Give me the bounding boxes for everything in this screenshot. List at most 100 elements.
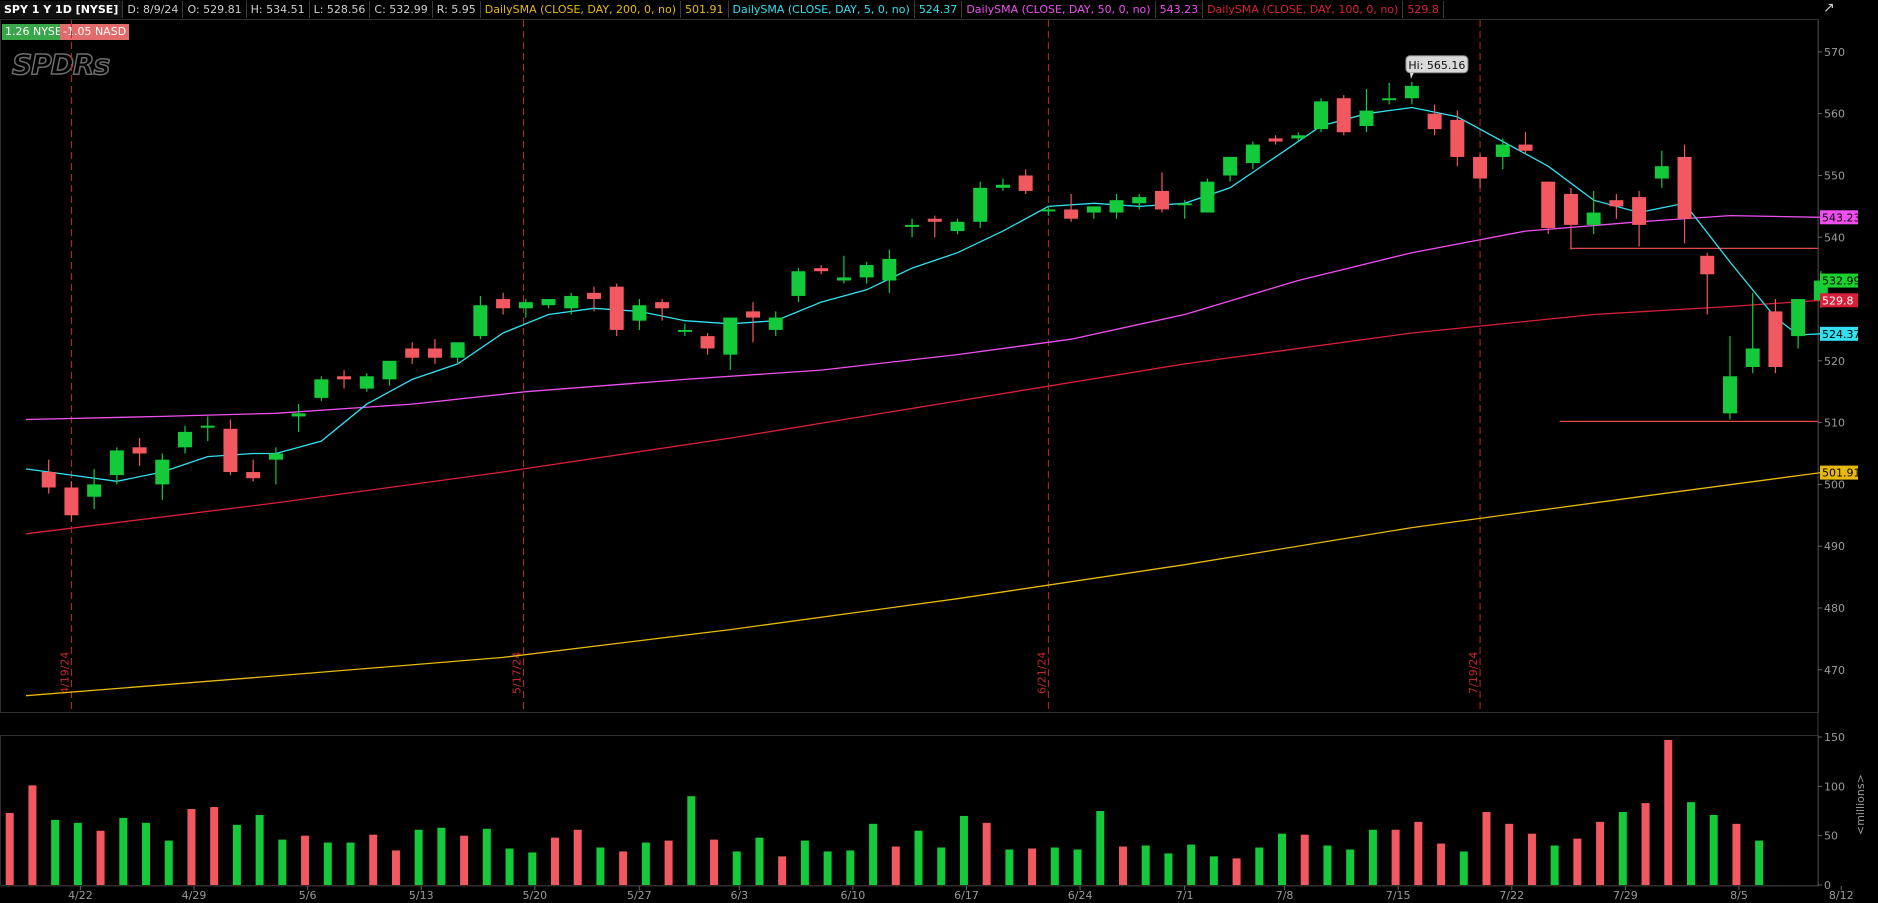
x-tick-label: 5/27 bbox=[627, 889, 652, 902]
x-tick-label: 4/29 bbox=[182, 889, 207, 902]
price-label-text: 532.99 bbox=[1822, 275, 1861, 288]
menu-arrow-icon[interactable]: ↗ bbox=[1823, 0, 1835, 16]
candle-body bbox=[723, 317, 738, 355]
nasd-tick-badge: -1.05 NASD bbox=[60, 24, 130, 40]
volume-plot-frame bbox=[0, 735, 1819, 886]
volume-bar bbox=[1505, 823, 1514, 885]
volume-bar bbox=[1482, 811, 1491, 885]
volume-bar bbox=[73, 822, 82, 885]
price-tick-label: 520 bbox=[1824, 355, 1845, 368]
candle-body bbox=[1541, 181, 1556, 228]
high-annotation-box bbox=[1405, 55, 1469, 74]
symbol-label[interactable]: SPY 1 Y 1D [NYSE] bbox=[0, 1, 124, 18]
volume-bar bbox=[1664, 739, 1673, 885]
volume-bar bbox=[1414, 821, 1423, 885]
sma50-line bbox=[25, 214, 1821, 421]
volume-bar bbox=[1255, 847, 1264, 885]
x-tick-label: 6/10 bbox=[841, 889, 866, 902]
candle-body bbox=[1404, 85, 1419, 99]
volume-bar bbox=[1686, 802, 1695, 885]
price-label-text: 501.91 bbox=[1822, 467, 1861, 480]
price-tick-label: 560 bbox=[1824, 108, 1845, 121]
candle-body bbox=[995, 184, 1010, 188]
candle-body bbox=[132, 447, 147, 454]
candle-body bbox=[268, 453, 283, 460]
volume-header-band bbox=[0, 716, 1818, 737]
candle-body bbox=[200, 425, 215, 428]
x-tick-label: 8/5 bbox=[1730, 889, 1748, 902]
volume-bar bbox=[1232, 858, 1241, 885]
volume-bar bbox=[619, 851, 628, 885]
candle-body bbox=[1314, 101, 1329, 130]
volume-bar bbox=[1118, 846, 1127, 885]
price-tick-label: 480 bbox=[1824, 602, 1845, 615]
volume-bar bbox=[1641, 803, 1650, 885]
volume-bar bbox=[1164, 853, 1173, 885]
volume-bar bbox=[641, 842, 650, 885]
sma200-line bbox=[25, 471, 1821, 697]
volume-bar bbox=[323, 842, 332, 885]
candle-body bbox=[814, 268, 829, 272]
candle-body bbox=[450, 342, 465, 358]
candle-body bbox=[41, 472, 56, 488]
candle-body bbox=[427, 348, 442, 358]
price-tick-label: 540 bbox=[1824, 231, 1845, 244]
volume-tick-label: 100 bbox=[1824, 780, 1845, 793]
volume-bar bbox=[369, 834, 378, 885]
volume-bar bbox=[732, 851, 741, 885]
volume-bar bbox=[5, 812, 14, 885]
candle-body bbox=[586, 292, 601, 300]
candle-body bbox=[314, 379, 329, 398]
ohlc-close: C: 532.99 bbox=[370, 1, 433, 18]
volume-label: Volume bbox=[0, 717, 50, 734]
candle-body bbox=[223, 428, 238, 473]
study-sma200-value: 501.91 bbox=[681, 1, 729, 18]
price-label-box bbox=[1820, 273, 1858, 288]
candle-body bbox=[1336, 98, 1351, 133]
candle-body bbox=[109, 450, 124, 476]
study-sma5-label[interactable]: DailySMA (CLOSE, DAY, 5, 0, no) bbox=[729, 1, 915, 18]
price-label-box bbox=[1820, 210, 1858, 225]
candle-body bbox=[768, 317, 783, 330]
volume-bar bbox=[1278, 833, 1287, 885]
event-marker-label: 5/17/24 bbox=[511, 652, 524, 694]
volume-bar bbox=[1732, 823, 1741, 885]
volume-bar bbox=[823, 851, 832, 885]
volume-bar bbox=[1346, 849, 1355, 885]
event-marker-label: 4/19/24 bbox=[58, 652, 71, 694]
ohlc-high: H: 534.51 bbox=[247, 1, 310, 18]
price-chart[interactable]: 4704804905005105205305405505605704/19/24… bbox=[0, 0, 1878, 716]
price-label-text: 543.23 bbox=[1822, 211, 1861, 224]
volume-bar bbox=[1209, 856, 1218, 885]
nyse-tick-badge: 1.26 NYSE bbox=[2, 24, 65, 40]
candle-body bbox=[1791, 299, 1806, 337]
volume-bar bbox=[596, 847, 605, 885]
candle-body bbox=[473, 305, 488, 337]
candle-body bbox=[1177, 203, 1192, 206]
volume-bar bbox=[1755, 840, 1764, 885]
volume-bar bbox=[96, 830, 105, 885]
ohlc-date: D: 8/9/24 bbox=[123, 1, 184, 18]
candle-body bbox=[246, 472, 261, 479]
study-sma50-label[interactable]: DailySMA (CLOSE, DAY, 50, 0, no) bbox=[962, 1, 1156, 18]
candle-body bbox=[1109, 200, 1124, 213]
volume-bar bbox=[1073, 849, 1082, 885]
volume-bar bbox=[505, 848, 514, 885]
x-tick-label: 7/1 bbox=[1176, 889, 1194, 902]
volume-bar bbox=[255, 814, 264, 885]
x-tick-label: 8/12 bbox=[1829, 889, 1854, 902]
candle-body bbox=[541, 299, 556, 306]
study-sma100-label[interactable]: DailySMA (CLOSE, DAY, 100, 0, no) bbox=[1203, 1, 1404, 18]
candle-body bbox=[1654, 166, 1669, 179]
volume-tick-label: 50 bbox=[1824, 830, 1838, 843]
volume-bar bbox=[1368, 829, 1377, 885]
volume-bar bbox=[1005, 849, 1014, 885]
candle-body bbox=[1563, 194, 1578, 225]
volume-value: 45,619,558 bbox=[50, 717, 122, 734]
volume-bar bbox=[573, 829, 582, 885]
volume-bar bbox=[437, 827, 446, 885]
study-sma200-label[interactable]: DailySMA (CLOSE, DAY, 200, 0, no) bbox=[481, 1, 682, 18]
price-label-box bbox=[1820, 293, 1858, 308]
candle-body bbox=[1200, 181, 1215, 213]
